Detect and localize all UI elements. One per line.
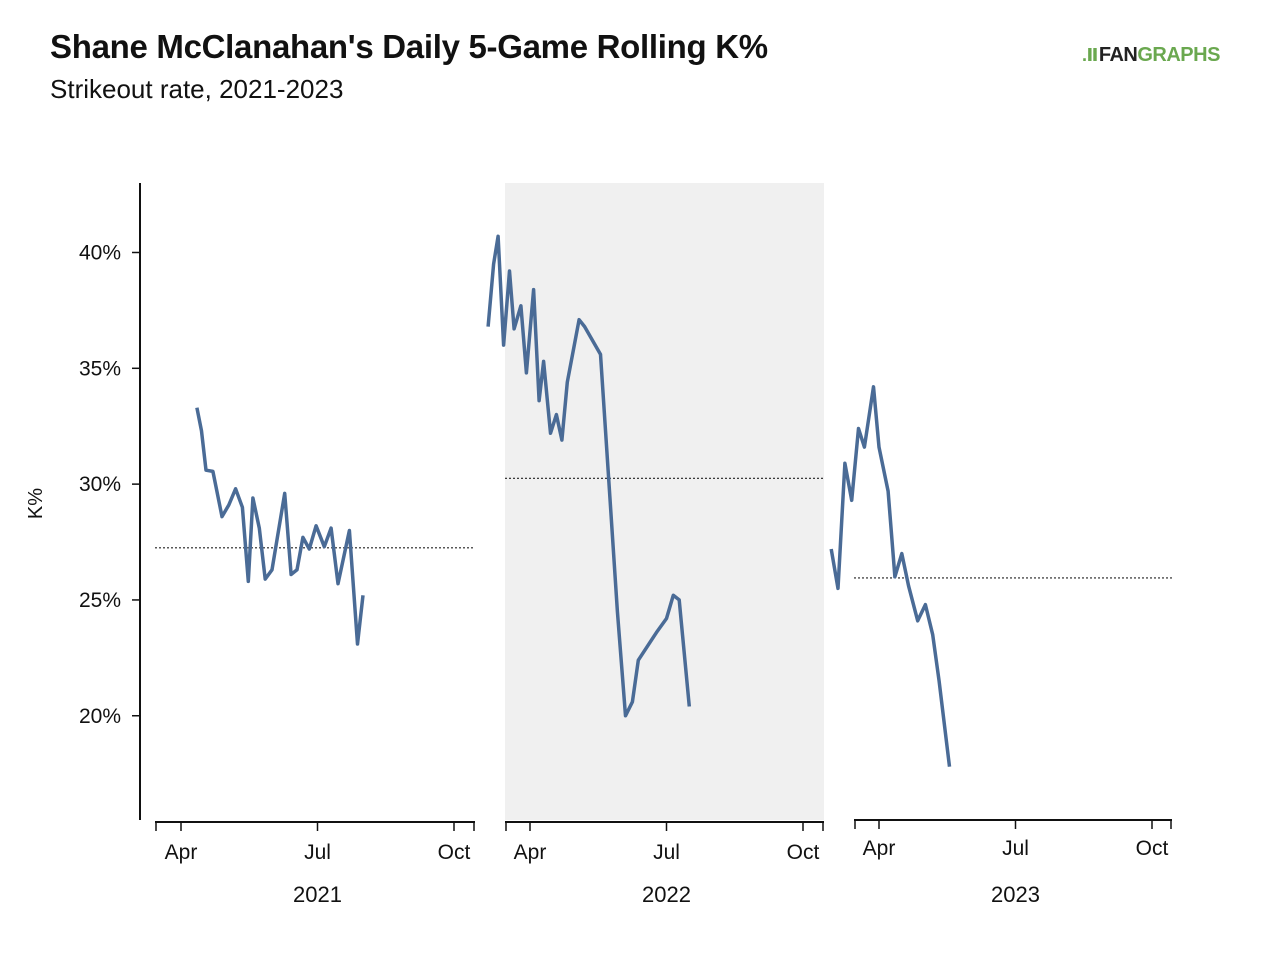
fangraphs-logo[interactable]: .ⅡFANGRAPHS [1082,44,1220,67]
x-tick-label: Oct [438,841,471,864]
y-tick-label: 30% [79,473,121,496]
x-tick-label: Apr [165,841,198,864]
chart-subtitle: Strikeout rate, 2021-2023 [50,74,344,104]
chart-title: Shane McClanahan's Daily 5-Game Rolling … [50,28,768,65]
year-label-2023: 2023 [991,882,1040,907]
y-axis-title: K% [25,488,47,519]
y-tick-label: 25% [79,589,121,612]
logo-text-graphs: GRAPHS [1137,44,1220,66]
fangraphs-logo-mark-icon: .Ⅱ [1082,45,1098,65]
logo-text-fan: FAN [1098,44,1138,66]
year-label-2022: 2022 [642,882,691,907]
x-tick-label: Oct [1136,837,1169,860]
x-tick-label: Oct [787,841,820,864]
x-tick-label: Jul [304,841,331,864]
x-tick-label: Jul [653,841,680,864]
x-tick-label: Apr [514,841,547,864]
y-tick-label: 20% [79,705,121,728]
panel-highlight-2022 [505,183,824,820]
year-label-2021: 2021 [293,882,342,907]
x-tick-label: Apr [863,837,896,860]
x-tick-label: Jul [1002,837,1029,860]
k-rate-line-2021 [195,407,365,646]
y-tick-label: 35% [79,357,121,380]
y-tick-label: 40% [79,241,121,264]
k-rate-line-2022 [486,234,692,718]
k-rate-line-2023 [829,385,952,767]
